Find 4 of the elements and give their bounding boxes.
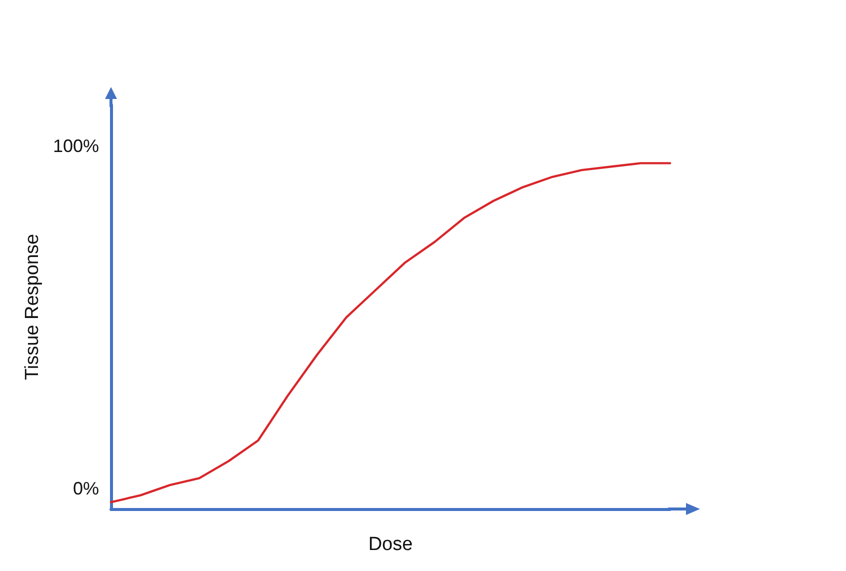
x-axis-title: Dose xyxy=(368,534,413,555)
y-axis-title: Tissue Response xyxy=(22,234,44,380)
y-tick-label: 100% xyxy=(52,136,99,156)
y-tick-label: 0% xyxy=(72,478,99,498)
